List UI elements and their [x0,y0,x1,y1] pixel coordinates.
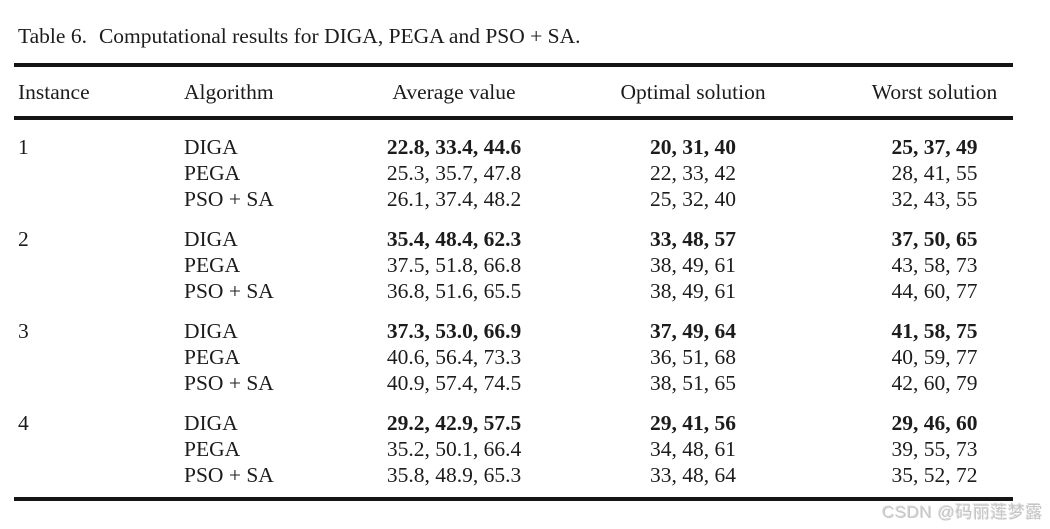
instance-group-1: 1 DIGA 22.8, 33.4, 44.6 20, 31, 40 25, 3… [14,118,1013,212]
table-caption-label: Table 6. [18,24,87,48]
worst-solution-cell: 37, 50, 65 [891,227,978,251]
table-row: PEGA 35.2, 50.1, 66.4 34, 48, 61 39, 55,… [14,436,1013,462]
average-value-cell: 36.8, 51.6, 65.5 [386,279,522,303]
algorithm-cell: DIGA [184,227,238,251]
table-header-row: Instance Algorithm Average value Optimal… [14,65,1013,120]
table-row: PSO + SA 40.9, 57.4, 74.5 38, 51, 65 42,… [14,370,1013,396]
worst-solution-cell: 41, 58, 75 [891,319,978,343]
average-value-cell: 29.2, 42.9, 57.5 [386,411,522,435]
table-row: 4 DIGA 29.2, 42.9, 57.5 29, 41, 56 29, 4… [14,396,1013,436]
paper-page: Table 6. Computational results for DIGA, … [14,24,1032,501]
worst-solution-cell: 43, 58, 73 [891,253,978,277]
optimal-solution-cell: 25, 32, 40 [650,187,736,211]
column-header-instance: Instance [14,65,184,120]
algorithm-cell: DIGA [184,411,238,435]
optimal-solution-cell: 29, 41, 56 [650,411,736,435]
csdn-watermark: CSDN @码丽莲梦露 [882,503,1043,522]
algorithm-cell: PSO + SA [184,187,274,211]
worst-solution-cell: 29, 46, 60 [891,411,978,435]
instance-cell: 4 [18,411,29,435]
optimal-solution-cell: 20, 31, 40 [650,135,736,159]
optimal-solution-cell: 33, 48, 57 [650,227,736,251]
worst-solution-cell: 39, 55, 73 [891,437,978,461]
instance-cell: 2 [18,227,29,251]
table-row: 1 DIGA 22.8, 33.4, 44.6 20, 31, 40 25, 3… [14,118,1013,160]
worst-solution-cell: 25, 37, 49 [891,135,978,159]
table-row: PSO + SA 36.8, 51.6, 65.5 38, 49, 61 44,… [14,278,1013,304]
table-caption: Table 6. Computational results for DIGA, … [14,24,1032,48]
worst-solution-cell: 35, 52, 72 [891,463,978,487]
optimal-solution-cell: 22, 33, 42 [650,161,736,185]
worst-solution-cell: 28, 41, 55 [891,161,978,185]
optimal-solution-cell: 38, 49, 61 [650,253,736,277]
algorithm-cell: PEGA [184,345,241,369]
table-caption-text: Computational results for DIGA, PEGA and… [98,24,581,48]
average-value-cell: 35.4, 48.4, 62.3 [386,227,522,251]
algorithm-cell: DIGA [184,135,238,159]
table-row: PEGA 25.3, 35.7, 47.8 22, 33, 42 28, 41,… [14,160,1013,186]
algorithm-cell: PEGA [184,437,241,461]
optimal-solution-cell: 38, 51, 65 [650,371,736,395]
algorithm-cell: PSO + SA [184,279,274,303]
average-value-cell: 35.2, 50.1, 66.4 [386,437,522,461]
algorithm-cell: PEGA [184,161,241,185]
column-header-algorithm: Algorithm [184,65,356,120]
table-row: PEGA 37.5, 51.8, 66.8 38, 49, 61 43, 58,… [14,252,1013,278]
average-value-cell: 37.3, 53.0, 66.9 [386,319,522,343]
instance-cell: 3 [18,319,29,343]
instance-group-2: 2 DIGA 35.4, 48.4, 62.3 33, 48, 57 37, 5… [14,212,1013,304]
average-value-cell: 40.9, 57.4, 74.5 [386,371,522,395]
column-header-average-value: Average value [356,65,552,120]
algorithm-cell: PEGA [184,253,241,277]
optimal-solution-cell: 37, 49, 64 [650,319,736,343]
worst-solution-cell: 44, 60, 77 [891,279,978,303]
column-header-worst-solution: Worst solution [834,65,1013,120]
instance-group-3: 3 DIGA 37.3, 53.0, 66.9 37, 49, 64 41, 5… [14,304,1013,396]
optimal-solution-cell: 36, 51, 68 [650,345,736,369]
worst-solution-cell: 32, 43, 55 [891,187,978,211]
table-row: 2 DIGA 35.4, 48.4, 62.3 33, 48, 57 37, 5… [14,212,1013,252]
table-row: PSO + SA 26.1, 37.4, 48.2 25, 32, 40 32,… [14,186,1013,212]
instance-group-4: 4 DIGA 29.2, 42.9, 57.5 29, 41, 56 29, 4… [14,396,1013,499]
worst-solution-cell: 40, 59, 77 [891,345,978,369]
table-row: PEGA 40.6, 56.4, 73.3 36, 51, 68 40, 59,… [14,344,1013,370]
average-value-cell: 25.3, 35.7, 47.8 [386,161,522,185]
algorithm-cell: PSO + SA [184,463,274,487]
average-value-cell: 35.8, 48.9, 65.3 [386,463,522,487]
results-table: Instance Algorithm Average value Optimal… [14,63,1013,501]
worst-solution-cell: 42, 60, 79 [891,371,978,395]
algorithm-cell: DIGA [184,319,238,343]
table-row: PSO + SA 35.8, 48.9, 65.3 33, 48, 64 35,… [14,462,1013,499]
average-value-cell: 26.1, 37.4, 48.2 [386,187,522,211]
instance-cell: 1 [18,135,29,159]
average-value-cell: 22.8, 33.4, 44.6 [386,135,522,159]
column-header-optimal-solution: Optimal solution [552,65,834,120]
table-row: 3 DIGA 37.3, 53.0, 66.9 37, 49, 64 41, 5… [14,304,1013,344]
optimal-solution-cell: 33, 48, 64 [650,463,736,487]
average-value-cell: 40.6, 56.4, 73.3 [386,345,522,369]
optimal-solution-cell: 34, 48, 61 [650,437,736,461]
optimal-solution-cell: 38, 49, 61 [650,279,736,303]
average-value-cell: 37.5, 51.8, 66.8 [386,253,522,277]
algorithm-cell: PSO + SA [184,371,274,395]
